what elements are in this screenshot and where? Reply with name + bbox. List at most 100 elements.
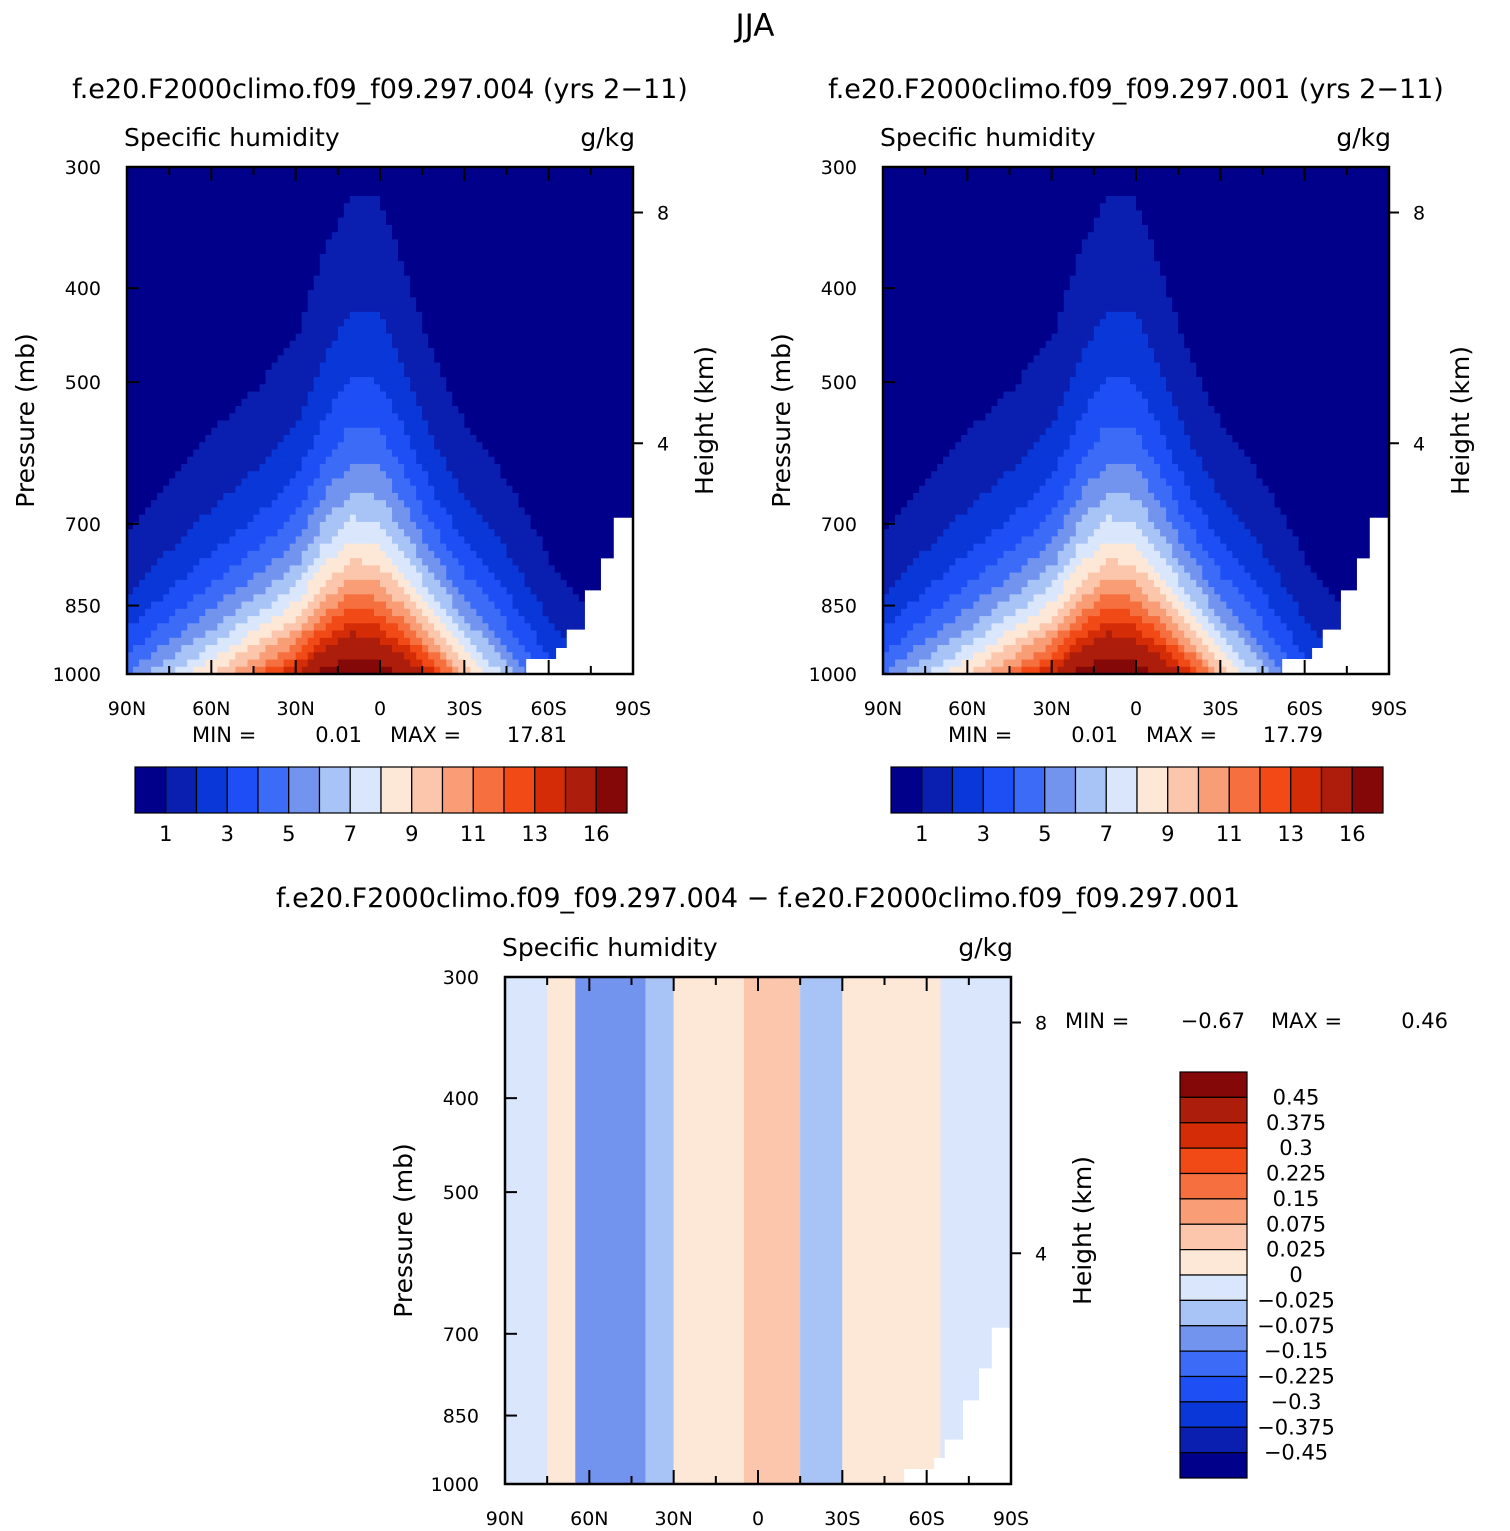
humidity-cell	[434, 239, 441, 248]
humidity-cell	[398, 507, 405, 516]
humidity-cell	[343, 652, 351, 661]
humidity-cell	[404, 253, 411, 262]
humidity-cell	[464, 521, 472, 530]
humidity-cell	[139, 406, 146, 414]
humidity-cell	[157, 261, 164, 270]
humidity-cell	[271, 333, 279, 342]
humidity-cell	[410, 536, 417, 545]
humidity-cell	[307, 579, 315, 588]
humidity-cell	[175, 268, 182, 277]
humidity-cell	[259, 282, 267, 291]
humidity-cell	[367, 529, 375, 538]
humidity-cell	[488, 616, 496, 624]
humidity-cell	[343, 587, 351, 596]
humidity-cell	[157, 174, 164, 183]
humidity-cell	[211, 232, 219, 241]
humidity-cell	[506, 434, 514, 443]
humidity-cell	[241, 268, 249, 277]
humidity-cell	[169, 514, 176, 523]
humidity-cell	[283, 275, 291, 284]
humidity-cell	[373, 268, 381, 277]
humidity-cell	[367, 333, 375, 342]
humidity-cell	[367, 188, 375, 197]
humidity-cell	[482, 203, 490, 212]
humidity-cell	[404, 239, 411, 248]
humidity-cell	[343, 217, 351, 226]
humidity-cell	[386, 442, 393, 451]
humidity-cell	[506, 420, 514, 429]
humidity-cell	[145, 434, 152, 443]
humidity-cell	[452, 478, 460, 487]
humidity-cell	[331, 384, 339, 393]
humidity-cell	[373, 282, 381, 291]
humidity-cell	[217, 645, 225, 653]
humidity-cell	[241, 471, 249, 480]
humidity-cell	[181, 398, 188, 407]
humidity-cell	[133, 333, 140, 342]
humidity-cell	[524, 543, 532, 552]
humidity-cell	[265, 558, 273, 567]
humidity-cell	[428, 442, 435, 451]
humidity-cell	[512, 427, 520, 436]
humidity-cell	[361, 565, 369, 574]
humidity-cell	[193, 246, 200, 255]
humidity-cell	[488, 355, 496, 364]
humidity-cell	[319, 420, 327, 429]
humidity-cell	[355, 290, 363, 299]
humidity-cell	[530, 333, 538, 342]
humidity-cell	[307, 630, 315, 639]
humidity-cell	[289, 529, 297, 538]
humidity-cell	[331, 645, 339, 653]
humidity-cell	[452, 268, 460, 277]
humidity-cell	[325, 536, 333, 545]
humidity-cell	[163, 174, 170, 183]
humidity-cell	[500, 232, 508, 241]
humidity-cell	[482, 572, 490, 581]
humidity-cell	[223, 449, 231, 458]
humidity-cell	[247, 652, 255, 661]
humidity-cell	[145, 297, 152, 306]
humidity-cell	[422, 167, 429, 175]
humidity-cell	[307, 362, 315, 371]
humidity-cell	[506, 645, 514, 653]
humidity-cell	[217, 232, 225, 241]
humidity-cell	[259, 413, 267, 422]
humidity-cell	[518, 290, 526, 299]
humidity-cell	[482, 587, 490, 596]
humidity-cell	[337, 268, 345, 277]
humidity-cell	[313, 340, 321, 349]
humidity-cell	[133, 434, 140, 443]
humidity-cell	[181, 558, 188, 567]
humidity-cell	[217, 521, 225, 530]
humidity-cell	[295, 181, 303, 190]
humidity-cell	[127, 362, 134, 371]
humidity-cell	[139, 413, 146, 422]
humidity-cell	[145, 384, 152, 393]
humidity-cell	[307, 652, 315, 661]
humidity-cell	[398, 282, 405, 291]
humidity-cell	[139, 290, 146, 299]
humidity-cell	[542, 297, 550, 306]
humidity-cell	[181, 666, 188, 675]
humidity-cell	[193, 536, 200, 545]
humidity-cell	[416, 420, 423, 429]
humidity-cell	[404, 478, 411, 487]
humidity-cell	[283, 369, 291, 378]
humidity-cell	[313, 369, 321, 378]
humidity-cell	[500, 268, 508, 277]
humidity-cell	[301, 167, 309, 175]
humidity-cell	[482, 608, 490, 617]
humidity-cell	[211, 492, 219, 501]
humidity-cell	[127, 420, 134, 429]
humidity-cell	[488, 203, 496, 212]
humidity-cell	[127, 442, 134, 451]
humidity-cell	[271, 420, 279, 429]
humidity-cell	[536, 463, 544, 472]
humidity-cell	[355, 442, 363, 451]
humidity-cell	[265, 224, 273, 233]
humidity-cell	[211, 311, 219, 320]
humidity-cell	[301, 304, 309, 313]
humidity-cell	[205, 456, 213, 465]
humidity-cell	[235, 420, 243, 429]
humidity-cell	[488, 311, 496, 320]
